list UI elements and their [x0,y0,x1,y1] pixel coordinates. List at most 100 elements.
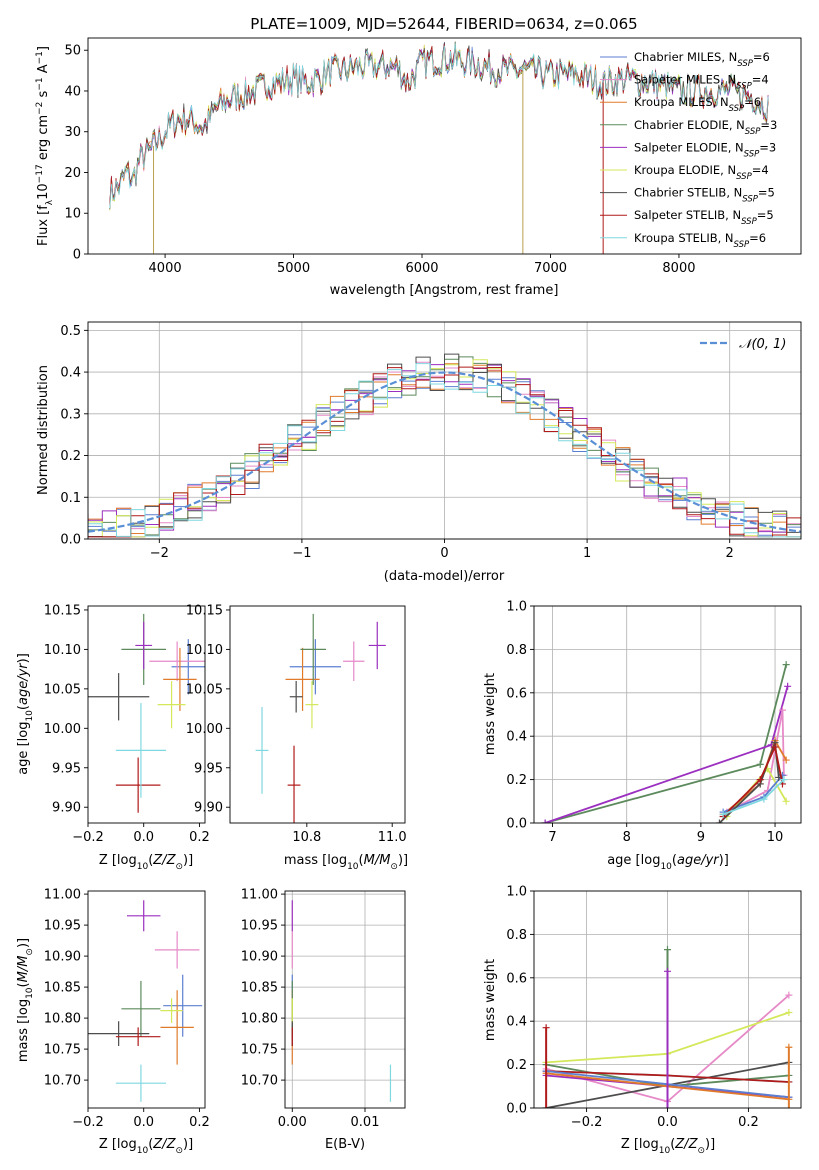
y-tick-label: 50 [64,44,81,59]
legend-label-salpeter-stelib: Salpeter STELIB, NSSP=5 [634,208,774,227]
spectrum-y-label: Flux [fλ10−17 erg cm−2 s−1 A−1] [35,46,55,246]
age_vs_Z-plot-area [88,613,205,813]
y-tick-label: 0.6 [506,971,527,986]
weight-marker [719,810,727,818]
residuals-axes: −2 −1 0 1 2 0.0 0.1 0.2 0.3 0.4 0.5 [60,321,802,561]
errorbar-chabrier-stelib [88,673,150,721]
weight-marker [756,776,764,784]
y-tick-label: 11.00 [241,888,278,903]
axes-frame [87,890,206,1109]
y-tick-label: 1.0 [506,885,527,900]
y-tick-label: 10.80 [44,1012,81,1027]
y-tick-label: 10.75 [241,1043,278,1058]
legend-label-salpeter-miles: Salpeter MILES, NSSP=4 [634,73,769,92]
age-vs-mass-x-label: mass [log10(M/M⊙)] [284,853,408,872]
y-tick-label: 0.2 [506,773,527,788]
axes-frame [87,37,802,255]
mass-vs-z-y-label: mass [log10(M/M⊙)] [16,938,35,1062]
errorbar-kroupa-miles [160,990,194,1065]
errorbar-chabrier-stelib [88,1021,150,1046]
x-tick-label: 0.01 [351,1115,380,1130]
residuals-y-label: Normed distribution [36,365,51,495]
x-tick-label: 0.00 [278,1115,307,1130]
errorbar-chabrier-elodie [121,980,161,1037]
legend-label-chabrier-miles: Chabrier MILES, NSSP=6 [634,50,770,69]
mass_vs_Z-plot-area [88,900,203,1102]
weight-marker [664,967,671,975]
x-tick-label: −1 [292,546,311,561]
y-tick-label: 10.70 [241,1074,278,1089]
spectrum-x-label: wavelength [Angstrom, rest frame] [330,283,559,298]
axes-frame [87,321,802,540]
figure-title: PLATE=1009, MJD=52644, FIBERID=0634, z=0… [250,15,637,33]
y-tick-label: 30 [64,125,81,140]
weight-stack-kroupa-miles [785,1043,793,1108]
y-tick-label: 10.90 [44,950,81,965]
legend-label-kroupa-stelib: Kroupa STELIB, NSSP=6 [634,231,766,250]
errorbar-salpeter-elodie [368,621,386,670]
errorbar-kroupa-miles [285,647,320,711]
x-tick-label: −0.2 [72,830,104,845]
errorbar-salpeter-stelib [115,1027,161,1046]
x-tick-label: 0.2 [189,830,210,845]
mass_weight_vs_age-axes: 7 8 9 10 0.0 0.2 0.4 0.6 0.8 1.0 [506,600,802,845]
y-tick-label: 10.85 [44,981,81,996]
errorbar-kroupa-elodie [157,680,186,729]
weight-marker [782,756,790,764]
ebv-x-label: E(B-V) [325,1137,365,1152]
errorbar-kroupa-elodie [305,680,319,729]
weight-series-kroupa-stelib [719,776,788,818]
y-tick-label: 10 [64,207,81,222]
y-tick-label: 0.6 [506,686,527,701]
y-tick-label: 40 [64,84,81,99]
weight-marker [778,706,786,714]
weight-marker [782,661,790,669]
legend-label-normal: 𝒩(0, 1) [739,337,786,352]
age_vs_mass-plot-area [255,613,386,823]
y-tick-label: 0.4 [506,730,527,745]
x-tick-label: −0.2 [72,1115,104,1130]
mass-vs-z-x-label: Z [log10(Z/Z⊙)] [99,1137,193,1156]
y-tick-label: 9.90 [194,801,223,816]
y-tick-label: 0.0 [506,1102,527,1117]
errorbar-salpeter-elodie [127,900,161,932]
y-tick-label: 1.0 [506,600,527,615]
spectrum-legend: Chabrier MILES, NSSP=6 Salpeter MILES, NS… [600,50,777,250]
age_vs_Z-axes: −0.2 0.0 0.2 9.90 9.95 10.00 10.05 10.10 10.15 [44,603,210,845]
axes-frame [533,890,802,1109]
weight-marker [785,1009,793,1017]
x-tick-label: 10 [767,830,784,845]
y-tick-label: 0.1 [60,491,81,506]
weight-marker [782,797,790,805]
errorbar-chabrier-miles [163,974,203,1037]
x-tick-label: 0.0 [133,830,154,845]
legend-label-chabrier-elodie: Chabrier ELODIE, NSSP=3 [634,118,777,137]
weight-marker [664,946,671,954]
x-tick-label: 10.8 [292,830,321,845]
y-tick-label: 9.90 [52,801,81,816]
spectrum-axes: 4000 5000 6000 7000 8000 0 10 20 30 40 50 [64,37,802,276]
y-tick-label: 0.4 [60,366,81,381]
errorbar-salpeter-stelib [115,757,161,813]
weight-marker [760,795,768,803]
weight-marker [756,760,764,768]
y-tick-label: 10.15 [186,603,223,618]
x-tick-label: 8000 [662,261,695,276]
y-tick-label: 0.0 [60,533,81,548]
weight-marker [715,819,723,823]
weight-stack-salpeter-elodie [664,967,671,1108]
mass_vs_ebv-plot-area [291,900,392,1102]
x-tick-label: −2 [150,546,169,561]
x-tick-label: 6000 [405,261,438,276]
axes-frame [533,605,802,824]
errorbar-salpeter-stelib [287,745,301,823]
errorbar-kroupa-miles [163,647,197,711]
x-tick-label: 0.0 [133,1115,154,1130]
y-tick-label: 10.80 [241,1012,278,1027]
y-tick-label: 0.4 [506,1015,527,1030]
age-vs-z-y-label: age [log10(age/yr)] [16,653,35,775]
mass_weight_vs_age-plot-area [541,661,792,823]
weight-series-salpeter-elodie [541,682,792,823]
errorbar-chabrier-miles [289,639,341,695]
residuals-plot-area [88,353,801,538]
